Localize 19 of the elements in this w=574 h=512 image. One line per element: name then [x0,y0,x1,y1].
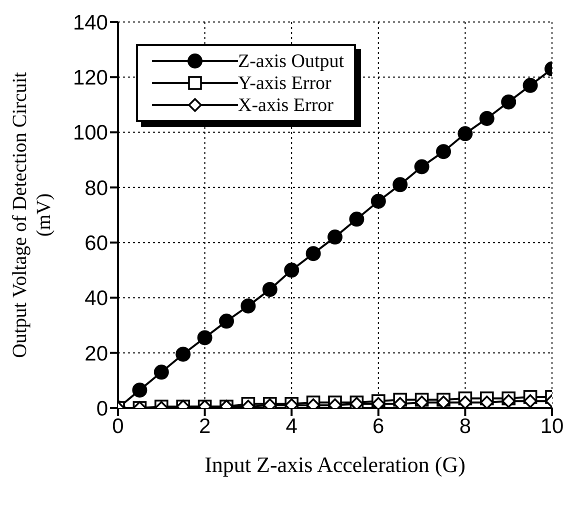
legend-label: Z-axis Output [238,50,344,72]
y-tick-label: 140 [72,11,108,34]
legend-label: X-axis Error [238,94,334,116]
y-tick-label: 100 [72,122,108,145]
y-tick-label: 40 [84,287,108,310]
x-tick-label: 8 [459,414,472,438]
y-tick-label: 0 [96,397,108,420]
y-tick-label: 120 [72,66,108,90]
y-tick-label: 20 [84,342,108,366]
x-tick-label: 4 [286,414,298,438]
x-tick-label: 10 [540,414,564,438]
y-axis-title: Output Voltage of Detection Circuit (mV) [9,72,55,358]
y-tick-label: 60 [84,232,108,256]
x-tick-label: 6 [372,414,384,438]
x-tick-label: 0 [112,414,124,438]
x-axis-title: Input Z-axis Acceleration (G) [204,452,466,477]
y-tick-label: 80 [84,176,108,200]
legend-label: Y-axis Error [238,72,332,94]
x-tick-label: 2 [198,414,211,438]
